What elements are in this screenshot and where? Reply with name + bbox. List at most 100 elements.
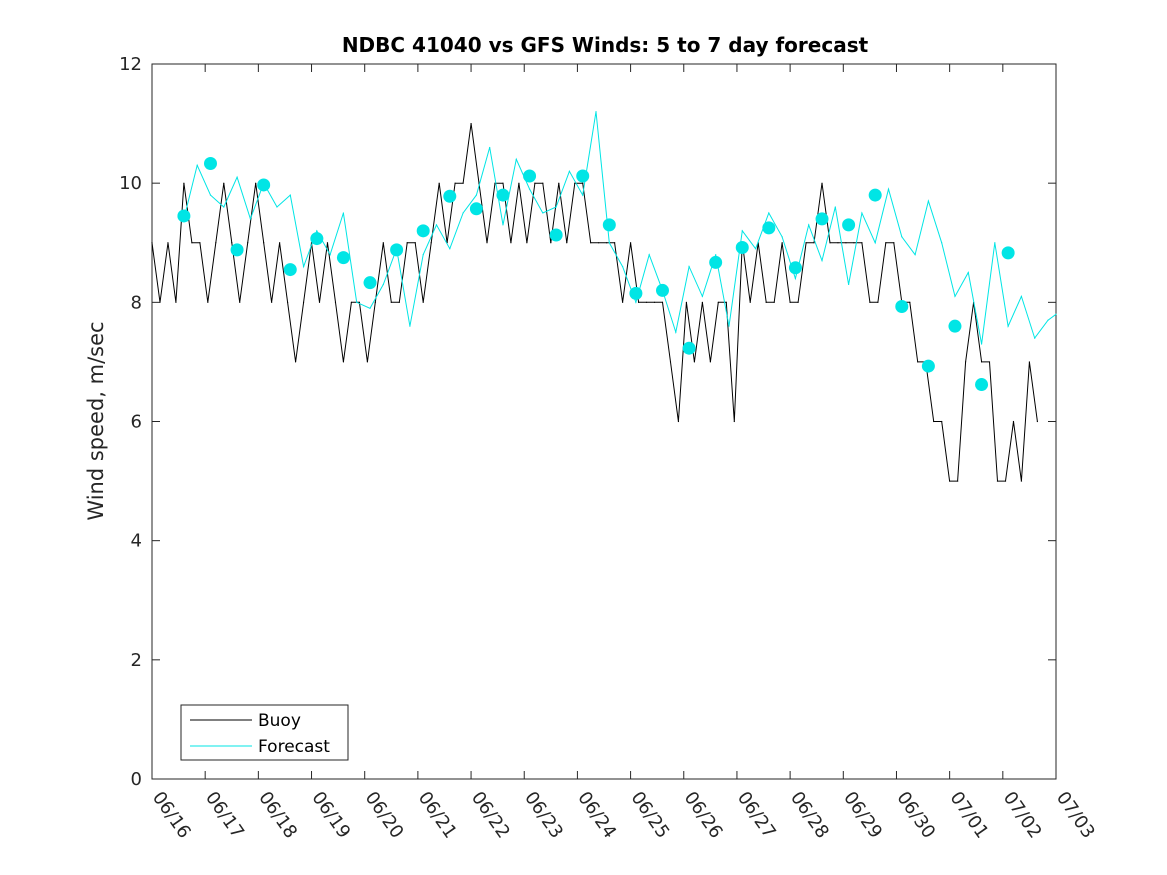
data-point-buoy (231, 242, 233, 244)
forecast-marker (523, 169, 537, 183)
data-point-buoy (980, 361, 983, 363)
y-tick-label: 6 (131, 412, 142, 433)
data-point-buoy (821, 182, 823, 184)
forecast-marker (390, 243, 404, 257)
data-point-buoy (374, 301, 376, 303)
data-point-forecast (701, 295, 703, 297)
series-layer (151, 111, 1057, 482)
data-point-forecast (329, 254, 331, 256)
data-point-forecast (502, 224, 504, 226)
data-point-buoy (558, 182, 560, 184)
data-point-forecast (462, 212, 464, 214)
data-point-buoy (271, 301, 273, 303)
forecast-marker (895, 300, 909, 314)
data-point-forecast (715, 254, 717, 256)
data-point-forecast (542, 212, 544, 214)
forecast-marker (310, 232, 324, 246)
data-point-forecast (728, 325, 730, 327)
data-point-buoy (191, 242, 193, 244)
data-point-buoy (350, 301, 353, 303)
data-point-forecast (595, 111, 597, 113)
data-point-buoy (406, 242, 408, 244)
data-point-buoy (582, 182, 584, 184)
legend-label-buoy: Buoy (258, 711, 301, 731)
forecast-marker (921, 359, 935, 373)
forecast-marker (842, 218, 856, 232)
data-point-buoy (829, 242, 831, 244)
data-point-forecast (249, 218, 251, 220)
data-point-buoy (334, 301, 337, 303)
data-point-buoy (574, 182, 576, 184)
data-point-forecast (369, 307, 371, 309)
data-point-forecast (356, 301, 358, 303)
forecast-marker (336, 251, 350, 265)
data-point-forecast (382, 283, 384, 286)
data-point-forecast (489, 146, 491, 149)
series-line-buoy (151, 123, 1038, 482)
data-point-forecast (475, 194, 477, 196)
data-point-buoy (845, 242, 847, 244)
data-point-buoy (709, 361, 711, 363)
chart-title: NDBC 41040 vs GFS Winds: 5 to 7 day fore… (342, 33, 869, 57)
data-point-forecast (302, 265, 305, 268)
data-point-forecast (276, 206, 278, 208)
data-point-buoy (717, 301, 719, 303)
y-tick-label: 10 (119, 173, 142, 194)
data-point-buoy (909, 301, 911, 303)
data-point-buoy (693, 361, 696, 363)
data-point-buoy (988, 361, 991, 363)
data-point-buoy (917, 361, 919, 363)
data-point-buoy (813, 242, 815, 244)
forecast-marker (948, 319, 962, 333)
y-tick-label: 0 (131, 769, 142, 790)
data-point-buoy (701, 301, 703, 303)
y-tick-label: 4 (131, 531, 142, 552)
data-point-buoy (326, 242, 329, 244)
forecast-marker (735, 241, 749, 255)
forecast-marker (177, 209, 191, 223)
data-point-buoy (837, 242, 839, 244)
data-point-forecast (808, 224, 810, 226)
data-point-forecast (980, 343, 983, 345)
data-point-buoy (933, 420, 935, 423)
data-point-buoy (263, 242, 265, 244)
data-point-buoy (606, 242, 608, 244)
data-point-forecast (528, 188, 531, 190)
data-point-forecast (861, 212, 863, 214)
data-point-buoy (893, 242, 895, 244)
forecast-marker (443, 189, 457, 203)
data-point-buoy (885, 242, 887, 244)
data-point-buoy (366, 361, 368, 363)
data-point-buoy (677, 420, 680, 423)
forecast-marker (496, 188, 510, 202)
data-point-forecast (954, 295, 956, 297)
data-point-buoy (877, 301, 879, 303)
plot-frame (151, 63, 1057, 780)
data-point-forecast (236, 176, 238, 178)
data-point-forecast (223, 206, 225, 208)
y-tick-label: 12 (119, 54, 142, 75)
data-point-buoy (622, 301, 624, 303)
data-point-buoy (957, 480, 959, 482)
data-point-buoy (302, 301, 305, 303)
data-point-forecast (568, 170, 571, 172)
data-point-buoy (239, 301, 241, 303)
data-point-buoy (1028, 361, 1031, 363)
forecast-marker (815, 212, 829, 226)
forecast-marker (576, 169, 590, 183)
data-point-buoy (526, 242, 528, 244)
data-point-buoy (422, 301, 424, 303)
data-point-forecast (409, 325, 411, 327)
data-point-forecast (1047, 319, 1049, 321)
legend: Buoy Forecast (180, 704, 349, 761)
data-point-buoy (773, 301, 775, 303)
data-point-buoy (733, 420, 735, 423)
data-point-buoy (566, 242, 568, 244)
data-point-buoy (470, 122, 472, 125)
data-point-buoy (781, 242, 783, 244)
y-axis-label: Wind speed, m/sec (84, 321, 108, 520)
data-point-buoy (454, 182, 456, 184)
data-point-buoy (414, 242, 416, 244)
data-point-buoy (462, 182, 464, 184)
